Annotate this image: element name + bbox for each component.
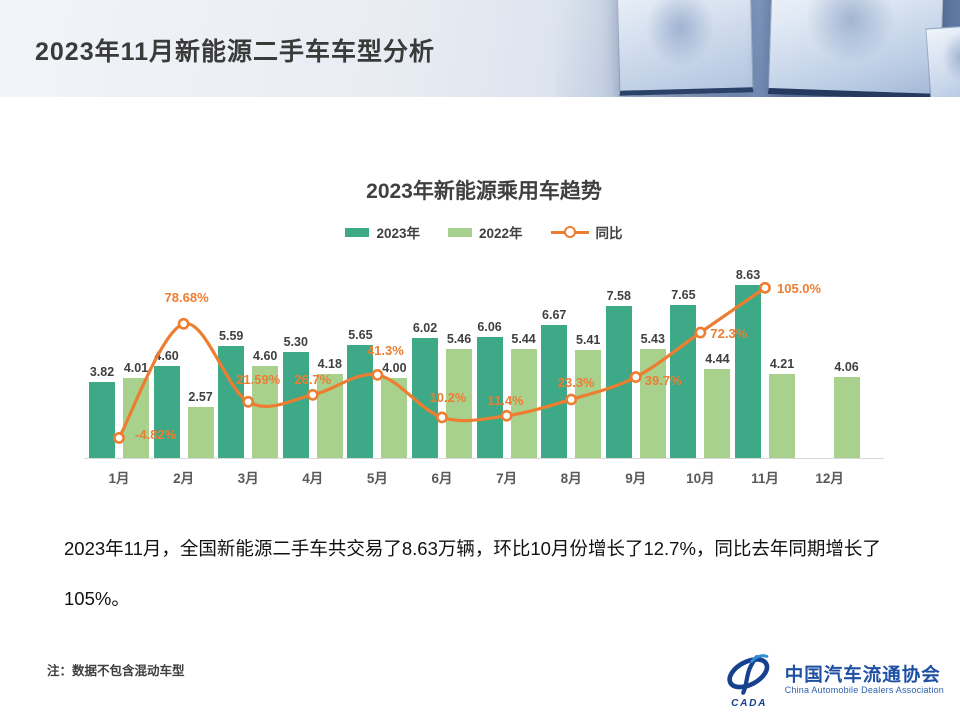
bar-2022年-9月 — [639, 349, 666, 458]
bar-2023年-8月 — [541, 324, 568, 458]
legend-label-yoy: 同比 — [595, 226, 623, 241]
bar-value-label: 4.60 — [253, 349, 278, 363]
summary-line-2: 105%。 — [64, 588, 130, 609]
yoy-value-label: 72.3% — [710, 325, 748, 341]
slide-title: 2023年11月新能源二手车车型分析 — [35, 38, 436, 66]
bar-2022年-10月 — [704, 369, 731, 458]
legend-swatch-2022 — [448, 227, 472, 237]
bar-value-label: 6.02 — [412, 320, 438, 335]
x-axis-label-8月: 8月 — [560, 471, 582, 486]
bar-value-label: 5.43 — [640, 332, 665, 347]
yoy-marker — [177, 317, 190, 330]
bar-value-label: 6.67 — [542, 307, 567, 322]
header-banner: 2023年11月新能源二手车车型分析 — [0, 0, 960, 97]
bar-2022年-11月 — [769, 373, 795, 458]
bar-value-label: 5.41 — [576, 332, 601, 347]
x-axis-label-12月: 12月 — [815, 471, 844, 486]
bar-2023年-11月 — [735, 285, 761, 458]
yoy-value-label: 105.0% — [777, 280, 822, 296]
x-axis-label-2月: 2月 — [173, 471, 195, 486]
cada-emblem-text: CADA — [731, 698, 767, 709]
bar-value-label: 5.46 — [446, 331, 472, 346]
yoy-value-label: 10.2% — [429, 390, 467, 406]
legend-label-2022: 2022年 — [479, 226, 523, 241]
bar-value-label: 5.30 — [283, 335, 308, 349]
bar-2022年-12月 — [833, 376, 860, 458]
bar-value-label: 4.06 — [834, 359, 859, 374]
bar-value-label: 7.58 — [606, 289, 631, 304]
bar-2023年-2月 — [153, 366, 180, 458]
bar-value-label: 8.63 — [735, 268, 761, 283]
yoy-marker — [694, 326, 707, 339]
bar-2022年-8月 — [575, 349, 602, 458]
chart-legend: 2023年 2022年 同比 — [84, 222, 884, 242]
x-axis-label-11月: 11月 — [751, 471, 779, 486]
logo-name-cn: 中国汽车流通协会 — [784, 664, 941, 686]
bar-2022年-1月 — [123, 377, 149, 458]
x-axis-label-9月: 9月 — [625, 471, 647, 486]
bar-value-label: 5.59 — [219, 329, 244, 344]
yoy-value-label: 21.59% — [236, 371, 281, 387]
yoy-value-label: 11.4% — [487, 392, 524, 408]
x-axis-label-1月: 1月 — [108, 471, 130, 486]
bar-2023年-4月 — [282, 352, 309, 458]
bar-value-label: 5.44 — [511, 332, 536, 347]
x-axis-label-6月: 6月 — [431, 471, 453, 486]
bar-value-label: 4.00 — [382, 361, 407, 375]
yoy-value-label: 41.3% — [366, 342, 404, 358]
bar-value-label: 5.65 — [348, 328, 373, 342]
bar-value-label: 7.65 — [671, 288, 696, 302]
x-axis-label-3月: 3月 — [237, 471, 259, 486]
x-axis-label-10月: 10月 — [686, 471, 715, 486]
bar-value-label: 4.44 — [705, 352, 730, 367]
yoy-value-label: -4.82% — [135, 426, 177, 442]
bar-value-label: 4.60 — [154, 349, 179, 363]
x-axis-label-7月: 7月 — [496, 471, 518, 486]
chart-plot: 1月 3.82 4.01 2月 4.60 2.57 3月 5.59 4.60 4月 5.30 4.18… — [84, 258, 884, 486]
x-axis-label-5月: 5月 — [366, 471, 388, 486]
yoy-value-label: 39.7% — [644, 373, 682, 389]
yoy-value-label: 78.68% — [164, 289, 209, 305]
legend-swatch-2023 — [345, 227, 370, 237]
decoration-cube — [616, 0, 754, 96]
legend-line-marker-icon — [550, 226, 589, 238]
cada-emblem-icon: CADA — [727, 654, 769, 709]
yoy-marker — [759, 281, 771, 294]
legend-item-2022: 2022年 — [448, 222, 523, 242]
legend-label-2023: 2023年 — [376, 226, 420, 241]
legend-item-yoy: 同比 — [550, 222, 623, 242]
bar-value-label: 3.82 — [89, 364, 115, 379]
yoy-value-label: 26.7% — [294, 371, 332, 387]
logo-name-en: China Automobile Dealers Association — [784, 685, 944, 696]
bar-2023年-3月 — [218, 346, 245, 458]
legend-item-2023: 2023年 — [345, 222, 420, 242]
decoration-cube — [925, 23, 960, 97]
footnote: 注：数据不包含混动车型 — [47, 664, 185, 678]
cada-logo: CADA 中国汽车流通协会 China Automobile Dealers A… — [723, 650, 944, 710]
x-axis-label-4月: 4月 — [302, 471, 324, 486]
bar-value-label: 4.18 — [317, 357, 342, 372]
summary-text: 2023年11月，全国新能源二手车共交易了8.63万辆，环比10月份增长了12.… — [64, 524, 924, 624]
bar-value-label: 6.06 — [477, 319, 502, 334]
summary-line-1: 2023年11月，全国新能源二手车共交易了8.63万辆，环比10月份增长了12.… — [64, 538, 881, 559]
bar-value-label: 4.21 — [769, 356, 795, 371]
decoration-cube — [767, 0, 945, 97]
bar-2022年-5月 — [381, 378, 408, 458]
bar-2023年-1月 — [89, 381, 115, 458]
chart-title: 2023年新能源乘用车趋势 — [366, 180, 602, 203]
bar-value-label: 2.57 — [188, 389, 213, 404]
bar-value-label: 4.01 — [123, 360, 149, 375]
bar-2023年-9月 — [605, 306, 632, 458]
logo-text: 中国汽车流通协会 China Automobile Dealers Associ… — [785, 664, 944, 696]
bar-2022年-4月 — [316, 374, 343, 458]
bar-2022年-2月 — [187, 406, 214, 458]
yoy-value-label: 23.3% — [557, 375, 595, 391]
bar-2023年-5月 — [347, 345, 374, 458]
